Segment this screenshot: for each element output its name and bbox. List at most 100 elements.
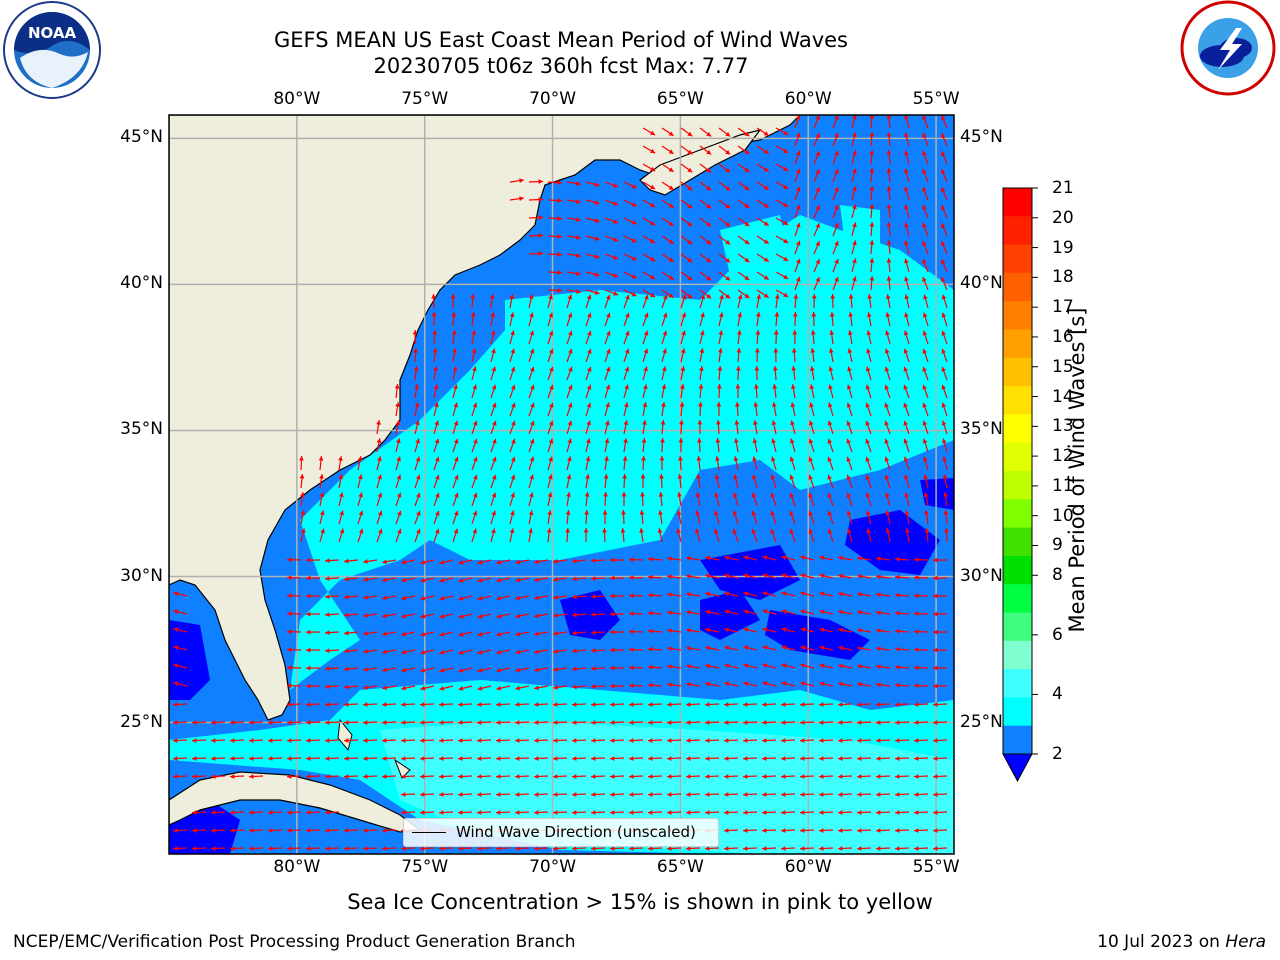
wind-wave-arrow — [248, 756, 264, 761]
wind-wave-arrow — [676, 528, 682, 543]
wind-wave-arrow — [414, 492, 421, 507]
wind-wave-arrow — [433, 474, 440, 489]
wind-wave-arrow — [885, 294, 891, 309]
wind-wave-arrow — [819, 627, 834, 633]
wind-wave-arrow — [666, 720, 682, 725]
wind-wave-arrow — [856, 702, 872, 707]
wind-wave-arrow — [248, 720, 264, 725]
wind-wave-arrow — [509, 348, 516, 363]
wind-wave-arrow — [413, 366, 419, 381]
wind-wave-arrow — [438, 720, 454, 725]
wind-wave-arrow — [604, 289, 619, 296]
wind-wave-arrow — [875, 810, 891, 815]
colorbar-segment — [1003, 640, 1032, 670]
wind-wave-arrow — [566, 366, 573, 381]
wind-wave-arrow — [904, 132, 910, 147]
wind-wave-arrow — [851, 222, 857, 237]
colorbar-segment — [1003, 216, 1032, 246]
wind-wave-arrow — [647, 738, 663, 743]
wind-wave-arrow — [800, 555, 815, 561]
wind-wave-arrow — [761, 720, 777, 725]
wind-wave-arrow — [324, 846, 340, 851]
wind-wave-arrow — [191, 756, 207, 761]
wind-wave-arrow — [528, 492, 534, 507]
wind-wave-arrow — [772, 365, 778, 381]
wind-wave-arrow — [477, 577, 492, 583]
wind-wave-arrow — [471, 528, 478, 543]
wind-wave-arrow — [794, 132, 801, 147]
wind-wave-arrow — [286, 611, 302, 617]
wind-wave-arrow — [490, 474, 497, 489]
wind-wave-arrow — [869, 150, 875, 165]
wind-wave-arrow — [699, 235, 712, 245]
wind-wave-arrow — [756, 289, 770, 299]
wind-wave-arrow — [267, 846, 283, 851]
wind-wave-arrow — [685, 702, 701, 707]
wind-wave-arrow — [705, 681, 720, 687]
wind-wave-arrow — [305, 683, 321, 689]
wind-wave-arrow — [856, 720, 872, 725]
wind-wave-arrow — [658, 510, 663, 525]
wind-wave-arrow — [875, 846, 891, 851]
wind-wave-arrow — [585, 402, 592, 417]
wind-wave-arrow — [476, 702, 492, 707]
wind-wave-arrow — [343, 756, 359, 761]
wind-wave-arrow — [827, 402, 834, 417]
wind-wave-arrow — [471, 420, 478, 435]
lat-tick-label-left: 40°N — [120, 273, 163, 294]
wind-wave-arrow — [941, 330, 948, 345]
wind-wave-arrow — [680, 289, 693, 299]
wind-wave-arrow — [932, 702, 948, 707]
wind-wave-arrow — [604, 438, 610, 453]
wind-wave-arrow — [705, 663, 720, 669]
wind-wave-arrow — [894, 664, 910, 670]
wind-wave-arrow — [886, 150, 892, 165]
lat-tick-label-right: 30°N — [960, 565, 1003, 586]
wind-wave-arrow — [704, 756, 720, 761]
wind-wave-arrow — [571, 702, 587, 707]
wind-wave-arrow — [808, 510, 815, 525]
wind-wave-arrow — [565, 510, 571, 525]
wind-wave-arrow — [414, 528, 421, 543]
wind-wave-arrow — [438, 810, 454, 815]
wind-wave-arrow — [680, 253, 693, 263]
wind-wave-arrow — [489, 294, 495, 309]
wind-wave-arrow — [438, 774, 454, 779]
wind-wave-arrow — [756, 181, 770, 191]
wind-wave-arrow — [476, 846, 492, 851]
wind-wave-arrow — [477, 559, 492, 565]
wind-wave-arrow — [903, 348, 910, 363]
wind-wave-arrow — [414, 402, 420, 417]
colorbar-tick-label: 21 — [1052, 178, 1074, 198]
wind-wave-arrow — [515, 667, 530, 673]
wind-wave-arrow — [172, 828, 188, 833]
wind-wave-arrow — [286, 557, 302, 563]
colorbar-tick-label: 4 — [1052, 684, 1063, 705]
wind-wave-arrow — [676, 510, 682, 525]
wind-wave-arrow — [395, 474, 402, 489]
wind-wave-arrow — [865, 492, 872, 507]
wind-wave-arrow — [490, 402, 497, 417]
wind-wave-arrow — [922, 186, 929, 201]
wind-wave-arrow — [734, 438, 739, 453]
wind-wave-arrow — [585, 181, 600, 187]
wind-wave-arrow — [585, 199, 600, 205]
wind-wave-arrow — [904, 312, 910, 327]
colorbar-segment — [1003, 612, 1032, 642]
wind-wave-arrow — [401, 613, 416, 619]
wind-wave-arrow — [571, 810, 587, 815]
wind-wave-arrow — [471, 510, 478, 525]
wind-wave-arrow — [876, 628, 891, 634]
wind-wave-arrow — [810, 329, 816, 345]
wind-wave-arrow — [699, 366, 704, 381]
wind-wave-arrow — [439, 667, 454, 673]
wind-wave-arrow — [698, 384, 704, 399]
wind-wave-arrow — [248, 846, 264, 851]
wind-wave-arrow — [458, 667, 473, 673]
wind-wave-arrow — [471, 474, 478, 489]
wind-wave-arrow — [584, 492, 590, 507]
wind-wave-arrow — [210, 828, 226, 833]
wind-wave-arrow — [400, 738, 416, 743]
wind-wave-arrow — [904, 168, 910, 183]
wind-wave-arrow — [865, 438, 872, 453]
